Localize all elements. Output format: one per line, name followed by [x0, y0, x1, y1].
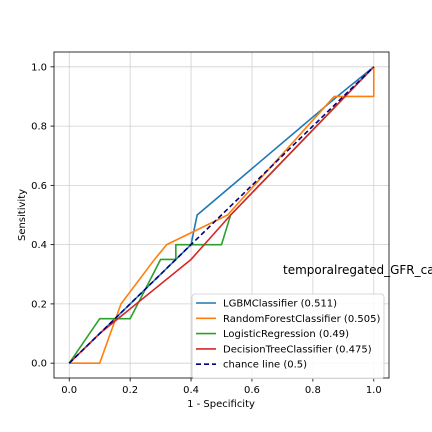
grid-lines	[54, 52, 389, 378]
series-line-1	[69, 66, 375, 364]
annotation-text: temporalregated_GFR_ca	[283, 263, 432, 277]
x-tick-label: 0.6	[244, 385, 260, 396]
legend: LGBMClassifier (0.511) RandomForestClassi…	[191, 293, 385, 379]
y-tick-label: 0.2	[31, 299, 47, 310]
legend-label-0: LGBMClassifier (0.511)	[223, 299, 337, 310]
series-layer	[68, 66, 375, 364]
y-tick-label: 0.8	[31, 122, 47, 133]
y-tick-label: 1.0	[31, 62, 47, 73]
y-axis-label: Sensitivity	[17, 189, 28, 241]
legend-label-2: LogisticRegression (0.49)	[223, 329, 349, 340]
series-line-4	[68, 66, 375, 364]
x-tick-label: 0.4	[183, 385, 199, 396]
y-tick-label: 0.4	[31, 240, 47, 251]
x-tick-label: 1.0	[366, 385, 382, 396]
y-tick-label: 0.6	[31, 181, 47, 192]
legend-label-3: DecisionTreeClassifier (0.475)	[223, 344, 372, 355]
x-tick-label: 0.8	[305, 385, 321, 396]
legend-label-4: chance line (0.5)	[223, 360, 307, 371]
legend-label-1: RandomForestClassifier (0.505)	[223, 314, 380, 325]
legend-frame	[191, 293, 385, 379]
axis-ticks: 0.0 0.2 0.4 0.6 0.8 1.0 0.0 0.2 0.4 0.6 0.8 1.0	[31, 62, 382, 396]
x-axis-label: 1 - Specificity	[187, 399, 255, 410]
x-tick-label: 0.0	[61, 385, 77, 396]
x-tick-label: 0.2	[122, 385, 138, 396]
y-tick-label: 0.0	[31, 359, 47, 370]
